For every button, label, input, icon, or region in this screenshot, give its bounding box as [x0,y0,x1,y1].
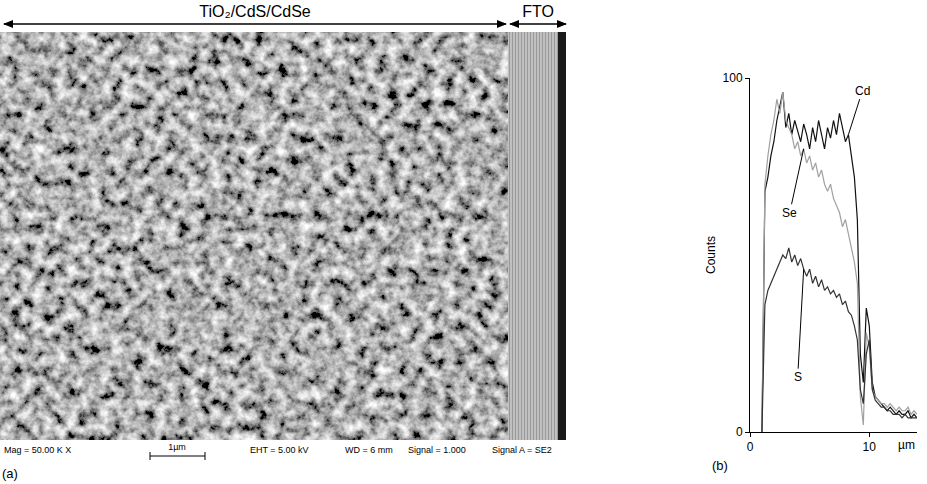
svg-text:Mag = 50.00 K X: Mag = 50.00 K X [4,445,71,455]
svg-text:Counts: Counts [704,236,718,274]
svg-text:Cd: Cd [855,84,870,98]
svg-text:1µm: 1µm [168,442,186,452]
svg-text:(a): (a) [2,466,18,481]
svg-text:10: 10 [863,440,877,454]
svg-text:Se: Se [782,206,797,220]
svg-text:S: S [794,370,802,384]
svg-text:Signal A = SE2: Signal A = SE2 [492,445,552,455]
svg-text:FTO: FTO [522,3,554,20]
svg-text:EHT = 5.00 kV: EHT = 5.00 kV [250,445,309,455]
svg-text:0: 0 [747,440,754,454]
svg-text:WD = 6 mm: WD = 6 mm [345,445,393,455]
svg-text:µm: µm [898,438,915,452]
svg-text:(b): (b) [712,458,728,473]
svg-text:0: 0 [736,425,743,439]
svg-text:100: 100 [723,71,743,85]
svg-text:TiO₂/CdS/CdSe: TiO₂/CdS/CdSe [199,3,311,20]
svg-text:Signal = 1.000: Signal = 1.000 [408,445,466,455]
